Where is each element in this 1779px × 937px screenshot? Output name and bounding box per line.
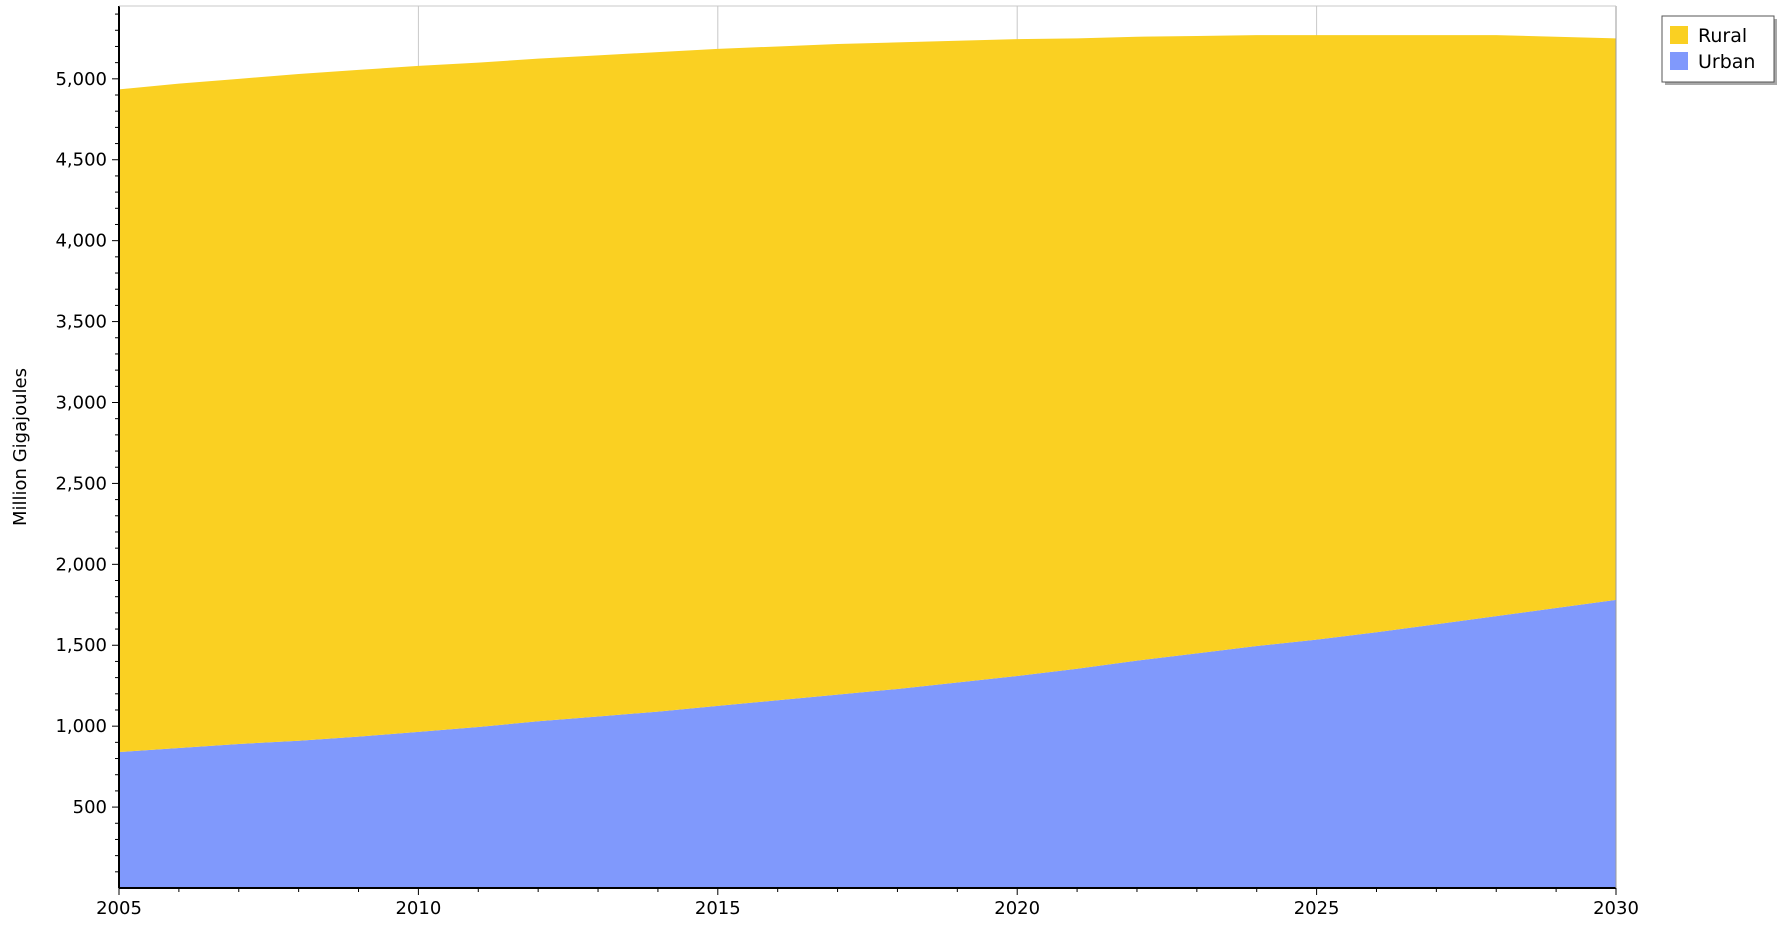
- y-axis-title: Million Gigajoules: [10, 368, 31, 526]
- axes: [112, 5, 1617, 895]
- y-tick-label-1500: 1,500: [55, 635, 107, 656]
- x-tick-label-2025: 2025: [1294, 898, 1340, 919]
- y-tick-label-3000: 3,000: [55, 392, 107, 413]
- x-tick-label-2010: 2010: [395, 898, 441, 919]
- x-tick-label-2015: 2015: [695, 898, 741, 919]
- x-tick-label-2030: 2030: [1593, 898, 1639, 919]
- tick-labels: 2005 2010 2015 2020 2025 2030 500 1,000 1,500 2,0…: [55, 69, 1638, 919]
- legend-label-rural: Rural: [1698, 25, 1747, 47]
- y-tick-label-500: 500: [73, 797, 107, 818]
- y-tick-label-2500: 2,500: [55, 473, 107, 494]
- y-tick-label-3500: 3,500: [55, 312, 107, 333]
- y-tick-label-4000: 4,000: [55, 231, 107, 252]
- y-tick-label-2000: 2,000: [55, 554, 107, 575]
- legend-swatch-rural: [1670, 26, 1688, 44]
- legend-swatch-urban: [1670, 52, 1688, 70]
- series-areas: [119, 35, 1616, 888]
- y-tick-label-4500: 4,500: [55, 150, 107, 171]
- legend: Rural Urban: [1661, 15, 1777, 85]
- area-urban: [119, 599, 1616, 888]
- area-rural: [119, 35, 1616, 753]
- y-tick-label-5000: 5,000: [55, 69, 107, 90]
- y-tick-label-1000: 1,000: [55, 716, 107, 737]
- legend-label-urban: Urban: [1698, 51, 1755, 73]
- x-tick-label-2020: 2020: [994, 898, 1040, 919]
- x-tick-label-2005: 2005: [96, 898, 142, 919]
